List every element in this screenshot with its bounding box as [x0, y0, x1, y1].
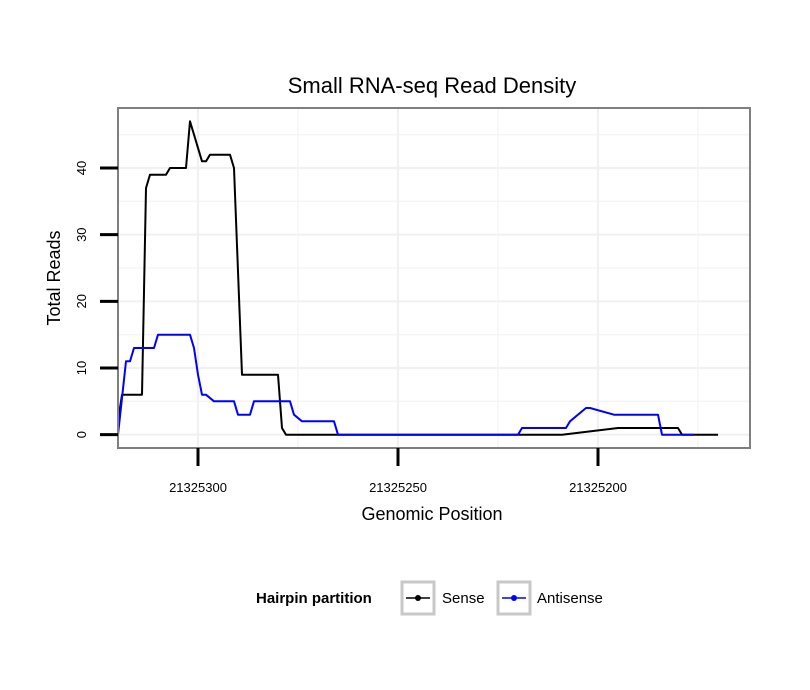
legend-dot-antisense	[511, 595, 517, 601]
chart-title: Small RNA-seq Read Density	[288, 73, 577, 98]
y-tick-label: 10	[74, 361, 89, 375]
x-axis: 21325300 21325250 21325200	[169, 448, 627, 495]
series-layer	[117, 120, 718, 436]
grid-lines	[118, 108, 750, 448]
series-line-antisense	[117, 333, 694, 436]
y-tick-label: 0	[74, 431, 89, 438]
y-tick-label: 20	[74, 294, 89, 308]
legend-item-antisense: Antisense	[496, 580, 603, 616]
legend-item-sense: Sense	[400, 580, 485, 616]
x-tick-label: 21325200	[569, 480, 627, 495]
plot-frame	[117, 107, 751, 449]
y-tick-label: 40	[74, 161, 89, 175]
legend-dot-sense	[415, 595, 421, 601]
x-tick-label: 21325300	[169, 480, 227, 495]
legend-label-antisense: Antisense	[537, 590, 603, 607]
plot-area	[117, 107, 751, 449]
legend-title: Hairpin partition	[256, 590, 372, 607]
y-tick-label: 30	[74, 227, 89, 241]
x-tick-label: 21325250	[369, 480, 427, 495]
y-axis: 0 10 20 30 40	[74, 161, 118, 438]
x-axis-title: Genomic Position	[361, 504, 502, 524]
legend: Hairpin partition Sense Antisense	[256, 580, 603, 616]
series-line-sense	[117, 120, 718, 436]
plot-background	[118, 108, 750, 448]
y-axis-title: Total Reads	[44, 230, 64, 325]
legend-label-sense: Sense	[442, 590, 485, 607]
